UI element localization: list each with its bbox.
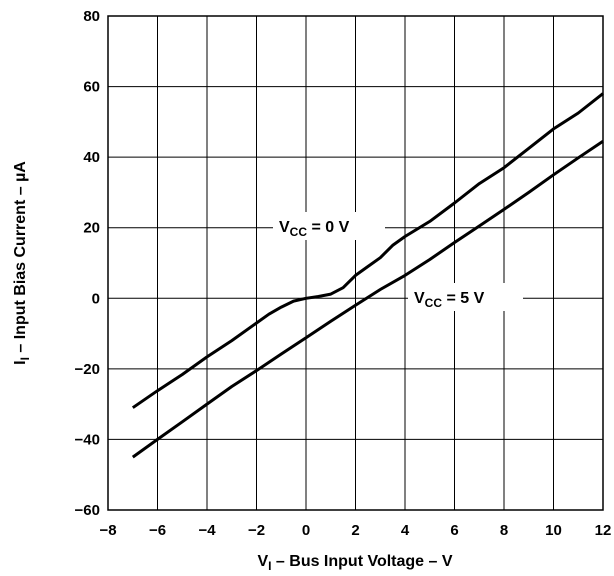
y-tick-label: −60 [75, 502, 100, 519]
y-tick-label: 60 [83, 79, 100, 96]
x-tick-label: 2 [351, 522, 359, 539]
x-axis-label: VI – Bus Input Voltage – V [257, 553, 452, 573]
x-tick-label: −4 [198, 522, 216, 539]
series-line-vcc-0v [131, 92, 604, 409]
series-line-vcc-5v [131, 140, 604, 459]
grid [107, 15, 604, 511]
y-tick-label: 40 [83, 149, 100, 166]
series-label-1-background [408, 283, 523, 311]
x-tick-label: 8 [500, 522, 508, 539]
x-tick-label: 6 [450, 522, 458, 539]
series-label-vcc-0v: VCC = 0 V [279, 219, 350, 239]
y-tick-label: 20 [83, 220, 100, 237]
x-tick-label: 4 [401, 522, 410, 539]
y-tick-label: 80 [83, 8, 100, 25]
y-axis-label: II – Input Bias Current – µA [12, 161, 32, 365]
x-tick-label: 0 [302, 522, 310, 539]
y-tick-label: −20 [75, 361, 100, 378]
y-tick-label: 0 [92, 290, 100, 307]
x-tick-label: −6 [149, 522, 166, 539]
series-lines [131, 92, 604, 459]
plot-frame [107, 15, 604, 511]
x-tick-label: −2 [248, 522, 265, 539]
x-tick-label: −8 [99, 522, 116, 539]
x-tick-label: 12 [595, 522, 612, 539]
series-label-vcc-5v: VCC = 5 V [414, 290, 485, 310]
series-label-0-background [273, 212, 385, 240]
y-tick-label: −40 [75, 431, 100, 448]
x-tick-label: 10 [545, 522, 562, 539]
